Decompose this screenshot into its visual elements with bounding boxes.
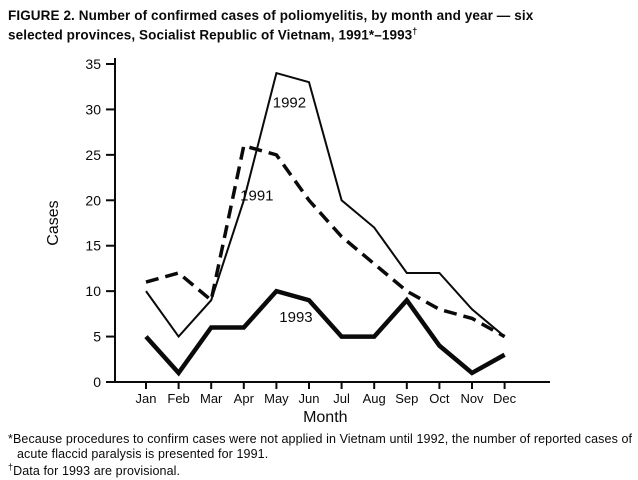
- figure-title-line1: FIGURE 2. Number of confirmed cases of p…: [8, 8, 534, 23]
- x-tick-label: Feb: [167, 391, 189, 406]
- x-tick-label: Jan: [136, 391, 157, 406]
- x-tick-label: Sep: [395, 391, 418, 406]
- y-tick-label: 30: [85, 101, 101, 117]
- x-tick-label: Jun: [299, 391, 320, 406]
- series-line-1993: [144, 288, 506, 377]
- poliomyelitis-line-chart: 0 5 10 15 20 25 30 35 Jan Feb Mar Apr May Jun Jul Aug Se…: [45, 56, 550, 424]
- x-tick-label: May: [264, 391, 289, 406]
- x-tick-label: Mar: [200, 391, 223, 406]
- y-tick-label: 10: [85, 283, 101, 299]
- figure-title: FIGURE 2. Number of confirmed cases of p…: [8, 7, 634, 45]
- x-tick-label: Oct: [429, 391, 450, 406]
- x-tick-label: Jul: [333, 391, 350, 406]
- footnote-asterisk-marker: *: [8, 432, 13, 446]
- series-label-1991: 1991: [240, 187, 273, 204]
- footnote-dagger-marker: †: [8, 462, 14, 472]
- x-tick-label: Nov: [460, 391, 484, 406]
- y-tick-label: 35: [85, 56, 101, 72]
- y-tick-label: 15: [85, 238, 101, 254]
- y-tick-label: 25: [85, 147, 101, 163]
- series-line-1992: [145, 71, 506, 339]
- figure-title-dagger: †: [412, 26, 418, 37]
- x-axis-title: Month: [303, 409, 347, 424]
- x-tick-label: Dec: [493, 391, 517, 406]
- footnote-asterisk-text: Because procedures to confirm cases were…: [12, 432, 633, 461]
- y-axis-title: Cases: [45, 200, 62, 245]
- y-tick-label: 5: [93, 329, 101, 345]
- x-tick-label: Apr: [234, 391, 255, 406]
- footnote-dagger: †Data for 1993 are provisional.: [8, 462, 634, 479]
- y-tick-label: 0: [93, 374, 101, 390]
- y-tick-label: 20: [85, 192, 101, 208]
- x-tick-label: Aug: [363, 391, 386, 406]
- series-label-1993: 1993: [279, 309, 312, 326]
- figure-title-line2: selected provinces, Socialist Republic o…: [8, 27, 413, 43]
- footnote-asterisk: *Because procedures to confirm cases wer…: [8, 432, 634, 462]
- figure-footnotes: *Because procedures to confirm cases wer…: [8, 432, 634, 479]
- series-label-1992: 1992: [273, 95, 306, 112]
- footnote-dagger-text: Data for 1993 are provisional.: [13, 464, 181, 479]
- series-line-1991: [145, 143, 506, 339]
